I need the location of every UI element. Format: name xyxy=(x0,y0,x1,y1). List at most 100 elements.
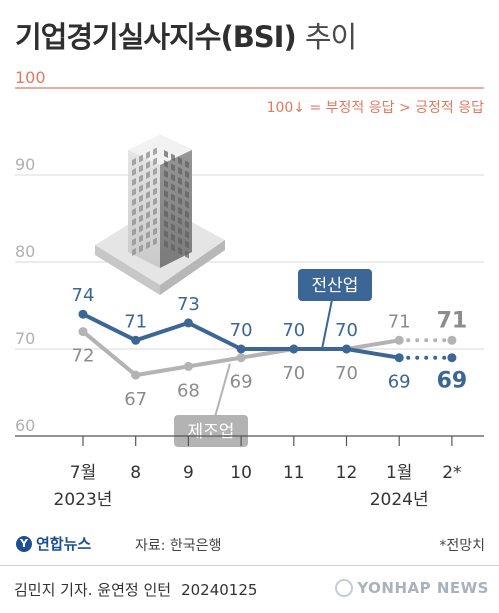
building-window xyxy=(185,160,189,169)
building-window xyxy=(153,227,157,236)
logo-mark-icon: Y xyxy=(16,535,32,552)
x-tick-label: 1월 xyxy=(386,463,412,483)
series-point xyxy=(78,327,88,337)
building-window xyxy=(171,233,175,242)
building-window xyxy=(178,217,182,225)
building-window xyxy=(185,170,189,179)
y-tick-label: 80 xyxy=(15,242,35,261)
building-window xyxy=(139,224,143,233)
building-window xyxy=(132,198,136,206)
building-window xyxy=(139,234,143,243)
building-window xyxy=(132,238,136,246)
grid-layer: 60 70 80 90 100 100↓ = 부정적 응답 > 긍정적 응답 xyxy=(15,68,485,437)
x-axis: 7월 8 9 10 11 12 1월 2* 2023년 2024년 xyxy=(15,435,484,510)
data-label: 69 xyxy=(437,369,468,394)
x-tick-label: 12 xyxy=(336,463,358,483)
series-point xyxy=(236,344,246,354)
y-tick-label: 60 xyxy=(15,416,35,435)
building-window xyxy=(185,250,189,259)
building-window xyxy=(171,203,175,212)
building-window xyxy=(153,207,157,216)
building-window xyxy=(164,190,168,198)
tag-box xyxy=(298,269,372,301)
building-window xyxy=(178,227,182,235)
building-window xyxy=(171,193,175,202)
series-tag: 전산업 xyxy=(298,269,372,350)
building-window xyxy=(164,200,168,208)
building-window xyxy=(178,247,182,255)
data-label: 70 xyxy=(282,320,305,341)
watermark: YONHAP NEWS xyxy=(335,579,489,597)
series-point xyxy=(131,335,141,345)
y-tick-label: 90 xyxy=(15,155,35,174)
building-window xyxy=(146,241,150,249)
y-tick-label: 70 xyxy=(15,329,35,348)
building-window xyxy=(171,243,175,252)
building-window xyxy=(153,187,157,196)
building-window xyxy=(132,168,136,176)
y-tick-label: 100 xyxy=(15,68,46,87)
series-layer xyxy=(78,309,457,380)
building-window xyxy=(171,223,175,232)
data-label: 71 xyxy=(124,311,147,332)
building-window xyxy=(178,177,182,185)
yonhap-logo: Y 연합뉴스 xyxy=(16,533,91,554)
building-window xyxy=(146,181,150,189)
building-window xyxy=(146,161,150,169)
building-window xyxy=(132,218,136,226)
data-label: 70 xyxy=(282,363,305,384)
building-window xyxy=(146,221,150,229)
building-window xyxy=(146,201,150,209)
building-window xyxy=(132,208,136,216)
logo-text: 연합뉴스 xyxy=(36,535,92,553)
data-label: 68 xyxy=(177,380,200,401)
credit-authors: 김민지 기자. 윤연정 인턴 xyxy=(14,581,172,599)
building-window xyxy=(146,171,150,179)
building-window xyxy=(164,150,168,158)
x-tick-label: 8 xyxy=(130,463,141,483)
series-point xyxy=(236,353,246,363)
building-window xyxy=(132,188,136,196)
series-point xyxy=(342,344,351,354)
building-window xyxy=(171,213,175,222)
credit-date: 20240125 xyxy=(181,581,258,599)
x-tick-label: 2* xyxy=(442,463,461,483)
building-window xyxy=(139,184,143,193)
building-window xyxy=(146,191,150,199)
building-window xyxy=(139,194,143,203)
building-window xyxy=(164,220,168,228)
building-window xyxy=(153,147,157,156)
building-window xyxy=(178,197,182,205)
building-window xyxy=(171,153,175,162)
x-year-label: 2024년 xyxy=(370,490,429,510)
building-window xyxy=(132,158,136,166)
data-label: 69 xyxy=(230,372,253,393)
credit-line: 김민지 기자. 윤연정 인턴 20240125 xyxy=(14,579,257,600)
building-window xyxy=(146,211,150,219)
building-window xyxy=(139,244,143,253)
page-title: 기업경기실사지수(BSI) 추이 xyxy=(15,14,357,56)
series-point xyxy=(289,344,299,354)
building-window xyxy=(185,230,189,239)
forecast-layer xyxy=(397,338,454,360)
x-tick-label: 7월 xyxy=(70,463,96,483)
series-point xyxy=(183,361,193,371)
data-label: 74 xyxy=(72,285,95,306)
building-window xyxy=(185,220,189,229)
building-window xyxy=(153,197,157,206)
building-window xyxy=(178,207,182,215)
data-label: 69 xyxy=(388,372,411,393)
building-window xyxy=(132,178,136,186)
building-window xyxy=(139,214,143,223)
building-window xyxy=(139,164,143,173)
watermark-circle-icon xyxy=(335,579,354,597)
data-label: 71 xyxy=(388,311,411,332)
reference-note: 100↓ = 부정적 응답 > 긍정적 응답 xyxy=(267,100,485,116)
bsi-line-chart: 60 70 80 90 100 100↓ = 부정적 응답 > 긍정적 응답 74 71 73… xyxy=(15,68,485,510)
forecast-footnote: *전망치 xyxy=(439,538,485,554)
series-point xyxy=(394,353,404,363)
building-window xyxy=(139,154,143,163)
building-window xyxy=(153,167,157,176)
